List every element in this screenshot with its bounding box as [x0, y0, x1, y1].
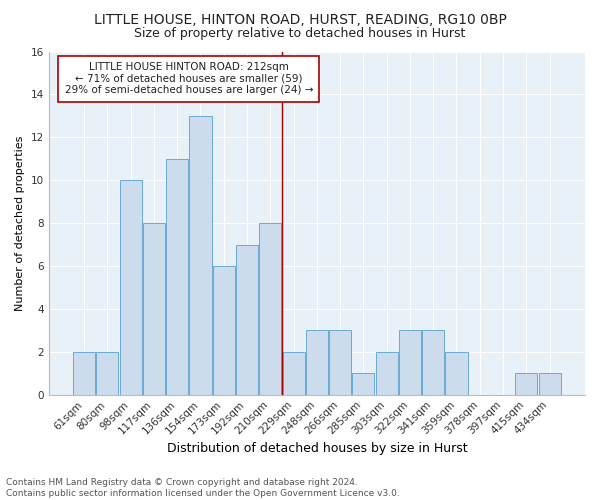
Bar	[190, 116, 212, 394]
X-axis label: Distribution of detached houses by size in Hurst: Distribution of detached houses by size …	[167, 442, 467, 455]
Bar	[212, 266, 235, 394]
Bar	[166, 159, 188, 394]
Y-axis label: Number of detached properties: Number of detached properties	[15, 136, 25, 311]
Bar	[445, 352, 467, 395]
Bar	[539, 374, 560, 394]
Bar	[73, 352, 95, 395]
Bar	[283, 352, 305, 395]
Bar	[236, 244, 258, 394]
Bar	[329, 330, 351, 394]
Bar	[259, 223, 281, 394]
Text: LITTLE HOUSE, HINTON ROAD, HURST, READING, RG10 0BP: LITTLE HOUSE, HINTON ROAD, HURST, READIN…	[94, 12, 506, 26]
Text: Contains HM Land Registry data © Crown copyright and database right 2024.
Contai: Contains HM Land Registry data © Crown c…	[6, 478, 400, 498]
Bar	[399, 330, 421, 394]
Bar	[97, 352, 118, 395]
Bar	[376, 352, 398, 395]
Bar	[306, 330, 328, 394]
Text: Size of property relative to detached houses in Hurst: Size of property relative to detached ho…	[134, 28, 466, 40]
Bar	[143, 223, 165, 394]
Bar	[422, 330, 444, 394]
Text: LITTLE HOUSE HINTON ROAD: 212sqm
← 71% of detached houses are smaller (59)
29% o: LITTLE HOUSE HINTON ROAD: 212sqm ← 71% o…	[65, 62, 313, 96]
Bar	[352, 374, 374, 394]
Bar	[119, 180, 142, 394]
Bar	[515, 374, 538, 394]
